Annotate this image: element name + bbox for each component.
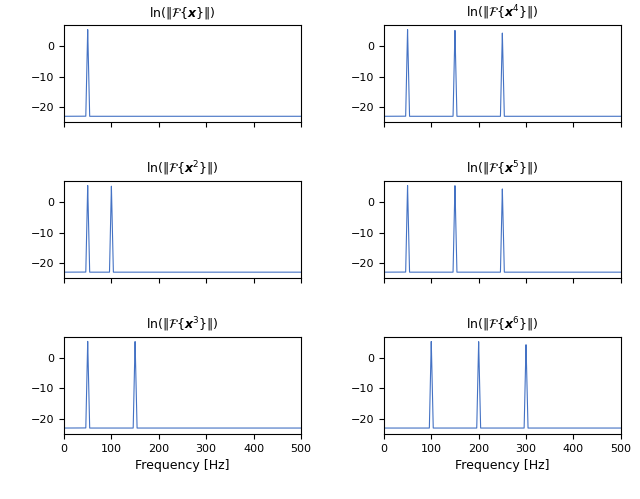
X-axis label: Frequency [Hz]: Frequency [Hz] (455, 460, 550, 473)
Title: $\ln(\|\mathcal{F}\{\boldsymbol{x}\}\|)$: $\ln(\|\mathcal{F}\{\boldsymbol{x}\}\|)$ (149, 5, 216, 21)
Title: $\ln(\|\mathcal{F}\{\boldsymbol{x}^6\}\|)$: $\ln(\|\mathcal{F}\{\boldsymbol{x}^6\}\|… (466, 315, 539, 333)
Title: $\ln(\|\mathcal{F}\{\boldsymbol{x}^2\}\|)$: $\ln(\|\mathcal{F}\{\boldsymbol{x}^2\}\|… (146, 159, 219, 178)
Title: $\ln(\|\mathcal{F}\{\boldsymbol{x}^4\}\|)$: $\ln(\|\mathcal{F}\{\boldsymbol{x}^4\}\|… (466, 3, 539, 22)
Title: $\ln(\|\mathcal{F}\{\boldsymbol{x}^3\}\|)$: $\ln(\|\mathcal{F}\{\boldsymbol{x}^3\}\|… (146, 315, 219, 333)
X-axis label: Frequency [Hz]: Frequency [Hz] (135, 460, 230, 473)
Title: $\ln(\|\mathcal{F}\{\boldsymbol{x}^5\}\|)$: $\ln(\|\mathcal{F}\{\boldsymbol{x}^5\}\|… (466, 159, 539, 178)
